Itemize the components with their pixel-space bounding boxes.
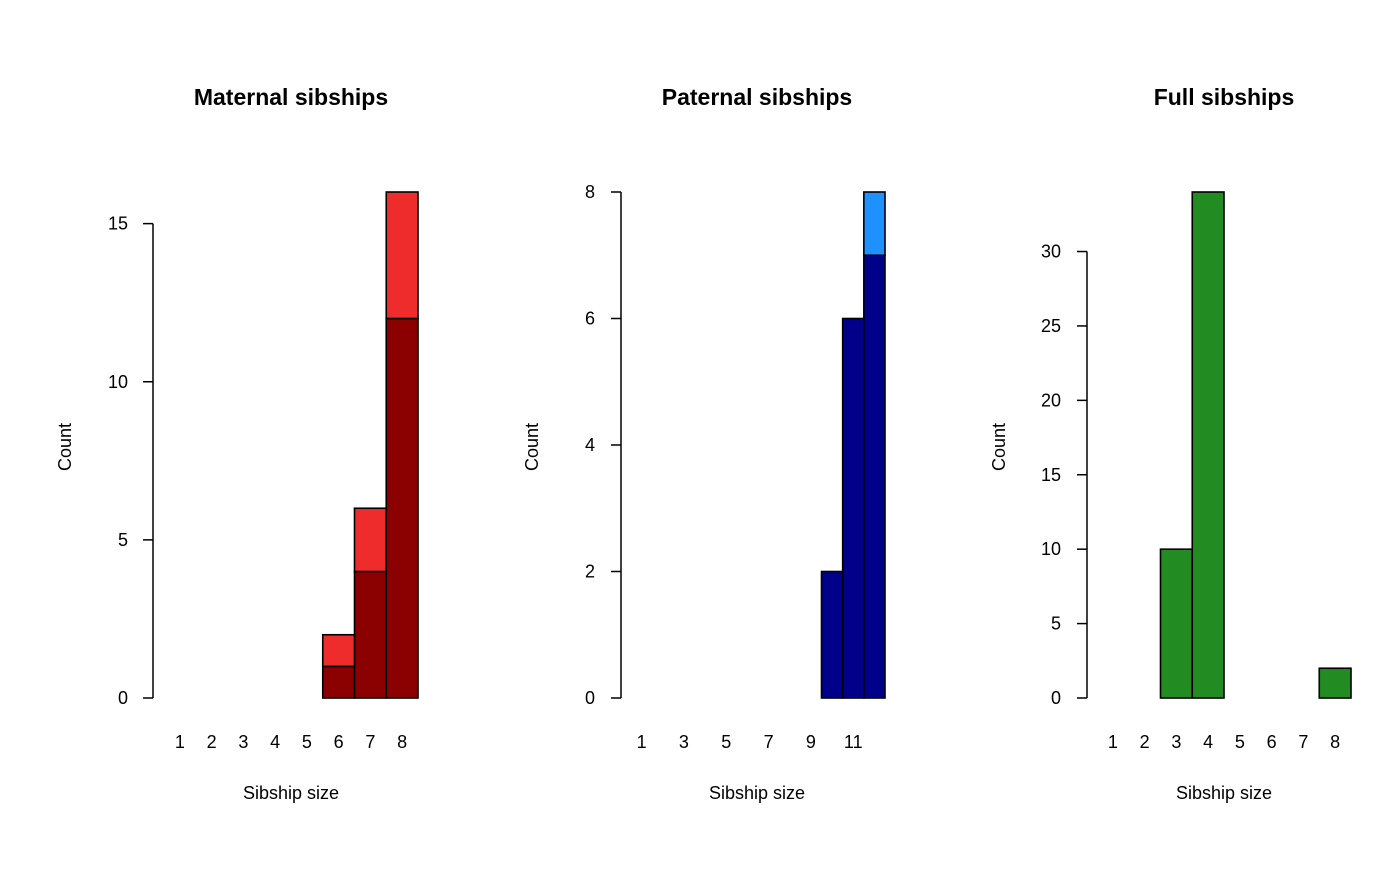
bar-8-segment-0 <box>385 317 419 699</box>
y-tick-label: 0 <box>118 688 128 708</box>
y-tick-label: 10 <box>1041 539 1061 559</box>
bar-8-segment-1 <box>385 191 419 320</box>
x-tick-label: 2 <box>207 732 217 752</box>
x-tick-label: 5 <box>721 732 731 752</box>
y-tick-label: 4 <box>585 435 595 455</box>
x-tick-label: 2 <box>1140 732 1150 752</box>
x-tick-label: 9 <box>806 732 816 752</box>
y-tick-label: 0 <box>1051 688 1061 708</box>
x-axis-label: Sibship size <box>1176 783 1272 803</box>
panel-full: Full sibships Sibship size Count 0510152… <box>989 84 1352 803</box>
x-tick-label: 7 <box>764 732 774 752</box>
x-tick-label: 8 <box>1330 732 1340 752</box>
x-tick-label: 5 <box>1235 732 1245 752</box>
axes: 0 2 4 6 8 1 3 5 7 9 11 <box>585 182 863 752</box>
bar-8-segment-0 <box>1318 667 1352 699</box>
bars <box>321 191 419 699</box>
x-tick-label: 5 <box>302 732 312 752</box>
bar-6-segment-0 <box>321 665 356 699</box>
panel-title: Maternal sibships <box>194 84 388 110</box>
y-tick-label: 15 <box>1041 465 1061 485</box>
y-tick-label: 0 <box>585 688 595 708</box>
x-tick-label: 1 <box>637 732 647 752</box>
x-tick-label: 4 <box>1203 732 1213 752</box>
x-tick-label: 6 <box>334 732 344 752</box>
y-tick-label: 15 <box>108 214 128 234</box>
x-tick-label: 3 <box>679 732 689 752</box>
x-tick-label: 11 <box>844 732 863 752</box>
bar-6-segment-1 <box>321 633 356 668</box>
y-tick-label: 25 <box>1041 316 1061 336</box>
bar-11-segment-0 <box>841 317 865 699</box>
bar-4-segment-0 <box>1191 191 1225 699</box>
y-tick-label: 10 <box>108 372 128 392</box>
y-tick-label: 8 <box>585 182 595 202</box>
bars <box>1159 191 1352 699</box>
bars <box>820 191 886 699</box>
y-axis-label: Count <box>55 423 75 471</box>
panel-paternal: Paternal sibships Sibship size Count 0 2 4… <box>522 84 886 803</box>
x-tick-label: 7 <box>1298 732 1308 752</box>
x-tick-label: 8 <box>397 732 407 752</box>
y-tick-label: 5 <box>118 530 128 550</box>
bar-7-segment-0 <box>353 570 388 699</box>
y-tick-label: 5 <box>1051 614 1061 634</box>
bar-12-segment-0 <box>863 254 886 699</box>
x-axis-label: Sibship size <box>243 783 339 803</box>
panel-maternal: Maternal sibships Sibship size Count 0 5 1… <box>55 84 419 803</box>
x-tick-label: 4 <box>270 732 280 752</box>
axes: 0 5 10 15 20 25 30 1 2 3 4 5 6 7 8 <box>1041 242 1340 752</box>
panel-title: Paternal sibships <box>662 84 852 110</box>
y-tick-label: 20 <box>1041 390 1061 410</box>
panel-title: Full sibships <box>1154 84 1295 110</box>
x-tick-label: 3 <box>238 732 248 752</box>
bar-7-segment-1 <box>353 507 388 573</box>
x-axis-label: Sibship size <box>709 783 805 803</box>
x-tick-label: 1 <box>1108 732 1118 752</box>
x-tick-label: 7 <box>365 732 375 752</box>
bar-10-segment-0 <box>820 570 844 699</box>
bar-12-segment-1 <box>863 191 886 257</box>
y-axis-label: Count <box>989 423 1009 471</box>
y-tick-label: 6 <box>585 309 595 329</box>
y-tick-label: 30 <box>1041 242 1061 262</box>
x-tick-label: 6 <box>1267 732 1277 752</box>
x-tick-label: 3 <box>1171 732 1181 752</box>
y-tick-label: 2 <box>585 562 595 582</box>
y-axis-label: Count <box>522 423 542 471</box>
axes: 0 5 10 15 1 2 3 4 5 6 7 8 <box>108 214 407 752</box>
x-tick-label: 1 <box>175 732 185 752</box>
bar-3-segment-0 <box>1159 548 1194 699</box>
